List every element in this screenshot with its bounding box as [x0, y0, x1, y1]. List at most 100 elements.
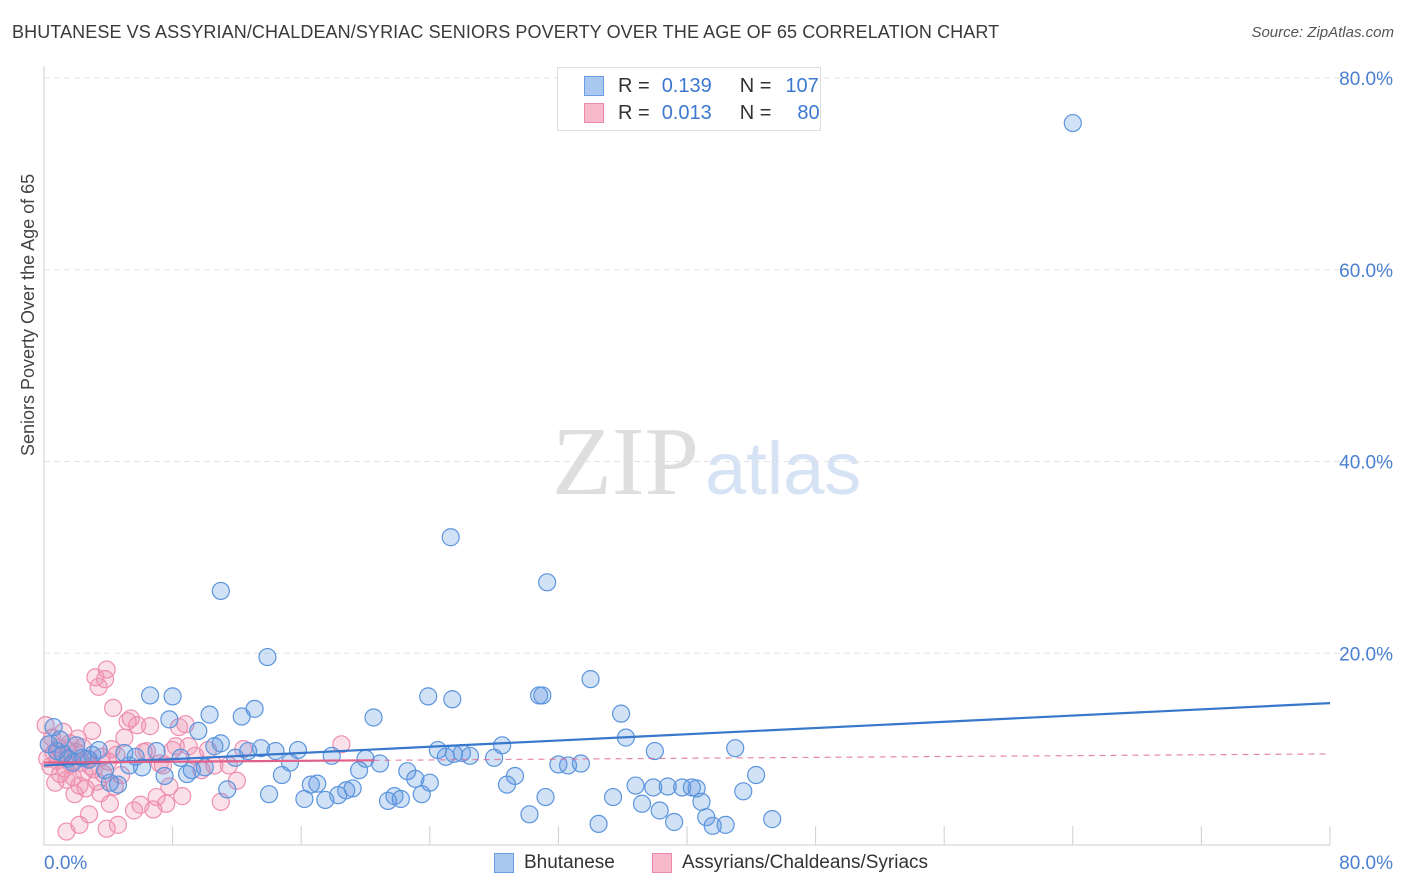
y-tick-label: 80.0% — [1339, 69, 1393, 90]
assyrian-n-value: 80 — [797, 101, 820, 124]
bhutanese-point — [419, 687, 438, 706]
assyrian-point — [108, 815, 128, 834]
assyrian-point — [100, 794, 120, 813]
bhutanese-r-value: 0.139 — [661, 74, 712, 97]
assyrian-legend-swatch — [652, 853, 672, 873]
bhutanese-point — [147, 741, 166, 761]
bhutanese-point — [536, 787, 555, 807]
assyrian-point — [157, 794, 176, 813]
bottom-legend-assyrian: Assyrians/Chaldeans/Syriacs — [652, 850, 928, 876]
y-tick-label: 40.0% — [1339, 453, 1393, 474]
bhutanese-point — [665, 812, 684, 832]
chart-title: BHUTANESE VS ASSYRIAN/CHALDEAN/SYRIAC SE… — [12, 22, 1000, 42]
assyrian-point — [118, 712, 137, 731]
assyrian-point — [83, 721, 102, 741]
bhutanese-point — [650, 801, 669, 820]
assyrian-point — [97, 660, 116, 679]
bhutanese-point — [734, 782, 753, 801]
r-label: R = — [618, 74, 650, 97]
bhutanese-point — [581, 670, 600, 689]
assyrian-trend-line — [43, 759, 374, 764]
axes — [43, 66, 1331, 846]
bhutanese-n-value: 107 — [785, 74, 819, 97]
bhutanese-point — [308, 774, 327, 793]
bhutanese-point — [645, 741, 664, 761]
assyrian-point — [147, 787, 166, 807]
correlation-legend: R = 0.139 N = 107 R = 0.013 N = 80 — [557, 67, 821, 131]
bhutanese-point — [322, 746, 341, 765]
bhutanese-point — [763, 810, 782, 829]
bhutanese-points — [39, 113, 1082, 835]
assyrian-point — [65, 785, 84, 804]
bottom-legend-bhutanese: Bhutanese — [494, 850, 615, 876]
bhutanese-point — [571, 754, 591, 773]
assyrian-point — [68, 729, 87, 748]
bhutanese-point — [460, 746, 480, 765]
assyrian-legend-label: Assyrians/Chaldeans/Syriacs — [682, 852, 929, 873]
assyrian-point — [128, 716, 147, 735]
assyrian-point — [166, 737, 185, 756]
y-tick-label: 20.0% — [1339, 644, 1393, 665]
bhutanese-point — [211, 581, 230, 601]
bhutanese-trend-line — [43, 702, 1331, 767]
bhutanese-point — [603, 787, 623, 807]
bhutanese-point — [140, 686, 160, 705]
bhutanese-point — [420, 773, 439, 792]
assyrian-point — [76, 779, 95, 798]
bhutanese-point — [747, 765, 766, 785]
bhutanese-point — [538, 573, 557, 592]
assyrian-point — [140, 717, 160, 736]
assyrian-point — [46, 773, 65, 792]
bhutanese-point — [364, 708, 383, 727]
assyrian-point — [115, 728, 134, 747]
bhutanese-point — [658, 777, 677, 796]
bhutanese-legend-swatch — [494, 853, 514, 873]
bhutanese-point — [343, 779, 362, 798]
y-axis-label: Seniors Poverty Over the Age of 65 — [18, 173, 38, 456]
source-credit: Source: ZipAtlas.com — [1251, 24, 1394, 41]
bhutanese-point — [195, 758, 214, 777]
n-label: N = — [739, 74, 772, 97]
bhutanese-point — [644, 778, 663, 797]
bhutanese-point — [132, 758, 152, 777]
assyrian-point — [97, 819, 116, 838]
bhutanese-point — [218, 780, 237, 799]
bhutanese-point — [549, 755, 568, 774]
bhutanese-point — [200, 705, 219, 724]
bhutanese-point — [163, 687, 182, 706]
bhutanese-point — [493, 736, 512, 755]
x-tick-label: 80.0% — [1339, 853, 1393, 874]
bhutanese-point — [50, 730, 70, 749]
assyrian-point — [104, 698, 123, 717]
bhutanese-point — [301, 775, 320, 794]
assyrian-point — [160, 777, 179, 796]
bhutanese-point — [258, 647, 277, 667]
bhutanese-point — [155, 766, 174, 786]
bhutanese-point — [673, 778, 692, 797]
bhutanese-point — [349, 761, 369, 780]
bhutanese-legend-label: Bhutanese — [524, 852, 615, 873]
bhutanese-point — [530, 686, 549, 705]
bhutanese-point — [189, 721, 208, 741]
bhutanese-point — [443, 690, 462, 709]
assyrian-point — [70, 815, 89, 834]
bhutanese-point — [687, 779, 706, 798]
bhutanese-point — [703, 816, 722, 835]
bhutanese-point — [520, 805, 539, 824]
bhutanese-point — [266, 741, 285, 761]
bhutanese-point — [288, 740, 308, 760]
x-tick-label: 0.0% — [44, 853, 87, 874]
bhutanese-point — [505, 766, 525, 786]
bhutanese-point — [441, 528, 460, 547]
bhutanese-point — [211, 734, 230, 753]
bhutanese-point — [391, 789, 410, 809]
y-tick-label: 60.0% — [1339, 261, 1393, 282]
tick-labels: 20.0% 40.0% 60.0% 80.0% 0.0% 80.0% — [44, 69, 1393, 874]
bhutanese-point — [692, 792, 711, 811]
trend-lines — [43, 702, 1331, 767]
n-label: N = — [739, 101, 772, 124]
bhutanese-point — [716, 815, 735, 834]
bhutanese-point — [259, 785, 279, 804]
r-label: R = — [618, 101, 650, 124]
